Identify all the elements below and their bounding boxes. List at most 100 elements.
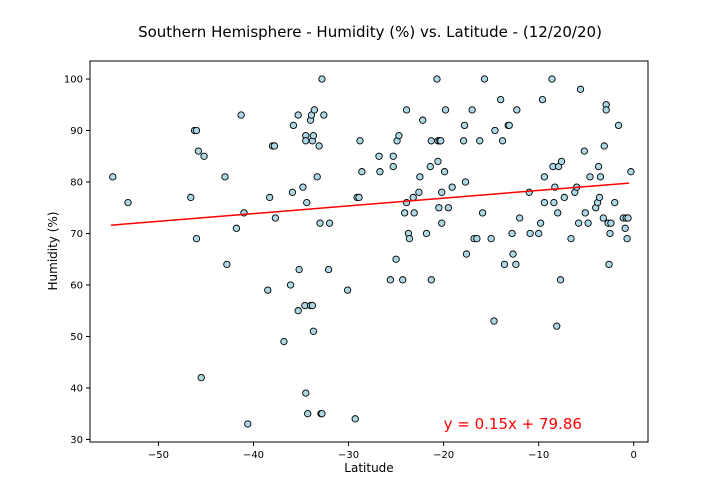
data-point [304, 410, 312, 418]
data-point [309, 132, 318, 140]
data-point [468, 106, 476, 114]
data-point [535, 229, 543, 238]
data-point [309, 327, 318, 335]
data-point [448, 183, 456, 191]
data-point [536, 219, 545, 227]
data-point [435, 204, 443, 212]
data-point [594, 162, 603, 171]
regression-equation: y = 0.15x + 79.86 [444, 415, 582, 433]
x-axis-title: Latitude [344, 461, 393, 475]
data-point [356, 137, 364, 145]
data-point [540, 173, 549, 181]
data-point [295, 265, 303, 274]
data-point [410, 209, 418, 217]
data-point [124, 198, 132, 207]
data-point [595, 193, 604, 202]
data-point [289, 121, 298, 130]
data-point [580, 147, 588, 155]
data-point [614, 121, 623, 130]
data-point [438, 219, 446, 227]
data-point [574, 219, 583, 227]
data-point [303, 198, 311, 207]
x-tick-label: 0 [631, 450, 637, 461]
data-point [525, 188, 533, 196]
y-tick-label: 90 [70, 126, 83, 137]
data-point [286, 281, 295, 289]
data-point [461, 178, 470, 186]
x-axis: −50 −40 −30 −20 −10 0 [148, 442, 637, 461]
data-point [194, 147, 203, 155]
data-point [437, 137, 445, 145]
data-point [605, 260, 613, 269]
data-point [320, 111, 328, 119]
data-point [221, 173, 229, 181]
data-point [538, 95, 547, 104]
data-point [395, 132, 403, 140]
data-point [405, 234, 414, 243]
data-point [200, 152, 208, 160]
data-point [498, 137, 507, 145]
y-tick-label: 50 [70, 332, 83, 343]
data-point [540, 198, 549, 207]
data-point [557, 157, 566, 166]
data-point [627, 168, 635, 176]
data-point [223, 260, 231, 269]
data-point [554, 209, 562, 217]
scatter-points [109, 75, 635, 428]
data-point [270, 142, 279, 150]
data-point [491, 126, 499, 135]
data-point [271, 214, 280, 222]
data-point [375, 152, 383, 160]
y-tick-label: 30 [70, 435, 83, 446]
data-point [567, 234, 575, 243]
data-point [302, 137, 310, 145]
data-point [497, 95, 505, 104]
plot-area-frame [89, 60, 649, 443]
data-point [313, 173, 321, 181]
regression-layer [110, 182, 630, 226]
data-point [599, 214, 607, 222]
data-point [621, 224, 629, 232]
x-tick-label: −20 [433, 450, 454, 461]
y-tick-label: 80 [70, 177, 83, 188]
y-tick-label: 40 [70, 383, 83, 394]
data-point [355, 193, 363, 202]
data-point [400, 209, 409, 217]
data-point [440, 168, 449, 176]
y-tick-label: 70 [70, 229, 83, 240]
data-point [586, 173, 594, 181]
data-point [299, 183, 307, 191]
data-point [607, 219, 615, 227]
data-point [315, 142, 323, 150]
data-point [343, 286, 352, 294]
data-point [389, 162, 397, 171]
data-point [459, 137, 468, 145]
data-point [434, 157, 442, 166]
data-point [509, 250, 517, 258]
data-point [478, 209, 487, 217]
data-point [266, 193, 274, 202]
data-point [244, 420, 252, 428]
data-point [294, 307, 302, 315]
data-point [426, 162, 434, 171]
data-point [623, 234, 631, 243]
x-tick-label: −30 [338, 450, 359, 461]
data-point [316, 219, 324, 227]
x-tick-label: −40 [243, 450, 264, 461]
data-point [109, 173, 117, 181]
data-point [422, 229, 431, 238]
data-point [318, 75, 326, 83]
data-point [416, 173, 424, 181]
regression-line [110, 182, 630, 226]
data-point [376, 168, 384, 176]
data-point [302, 389, 310, 397]
data-point [187, 193, 195, 202]
data-point [427, 276, 435, 284]
data-point [624, 214, 632, 222]
data-point [606, 229, 614, 238]
y-tick-label: 60 [70, 280, 83, 291]
data-point [433, 75, 441, 83]
data-point [288, 188, 297, 196]
data-point [508, 229, 516, 238]
data-point [584, 219, 592, 227]
